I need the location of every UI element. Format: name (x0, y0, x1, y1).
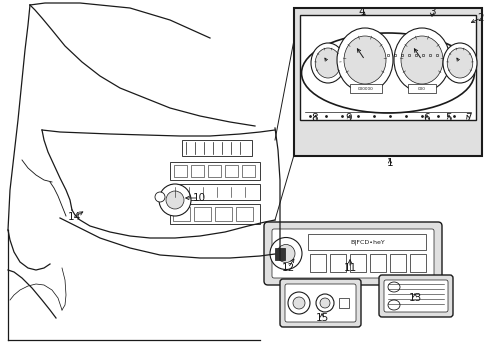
Text: 000: 000 (417, 86, 425, 90)
Circle shape (319, 298, 329, 308)
Bar (194, 207, 210, 221)
Bar (389, 254, 405, 272)
Bar (299, 15, 475, 120)
Bar (309, 254, 325, 272)
Circle shape (315, 294, 333, 312)
Bar (224, 165, 238, 177)
Circle shape (155, 192, 164, 202)
Ellipse shape (447, 48, 472, 78)
FancyBboxPatch shape (271, 229, 433, 278)
Bar (293, 8, 481, 156)
Ellipse shape (310, 43, 345, 83)
Bar (329, 254, 346, 272)
Bar (242, 165, 254, 177)
Ellipse shape (336, 28, 392, 92)
Bar (170, 184, 260, 200)
Text: 2: 2 (477, 13, 483, 23)
Bar (349, 84, 381, 93)
Text: B|FCD•heY: B|FCD•heY (350, 239, 385, 245)
Text: 12: 12 (281, 263, 294, 273)
Text: 1: 1 (386, 158, 392, 168)
Bar (207, 165, 221, 177)
Circle shape (292, 297, 305, 309)
Text: 000000: 000000 (357, 86, 373, 90)
Bar (407, 84, 435, 93)
Text: 4: 4 (358, 7, 365, 17)
Bar (236, 207, 252, 221)
Circle shape (287, 292, 309, 314)
Ellipse shape (343, 36, 385, 84)
Text: 5: 5 (445, 113, 451, 123)
Ellipse shape (400, 36, 442, 84)
Bar (215, 207, 231, 221)
Bar (170, 204, 260, 224)
Circle shape (276, 244, 294, 262)
Ellipse shape (387, 282, 399, 292)
Bar (182, 140, 251, 156)
Text: 10: 10 (192, 193, 205, 203)
Text: 7: 7 (464, 113, 470, 123)
Bar (369, 254, 385, 272)
FancyBboxPatch shape (378, 275, 452, 317)
Bar (274, 248, 285, 260)
Circle shape (269, 238, 302, 270)
Bar (191, 165, 203, 177)
Text: 11: 11 (343, 263, 356, 273)
Ellipse shape (393, 28, 449, 92)
Text: 6: 6 (423, 113, 429, 123)
Bar (338, 298, 348, 308)
Text: 13: 13 (407, 293, 421, 303)
Ellipse shape (387, 300, 399, 310)
Ellipse shape (315, 48, 340, 78)
Bar (170, 162, 260, 180)
Text: 3: 3 (428, 7, 434, 17)
FancyBboxPatch shape (383, 280, 447, 312)
Bar (307, 234, 425, 250)
Text: 9: 9 (345, 113, 351, 123)
FancyBboxPatch shape (264, 222, 441, 285)
Text: 15: 15 (315, 313, 328, 323)
Circle shape (165, 191, 183, 209)
FancyBboxPatch shape (285, 284, 355, 322)
Bar (409, 254, 425, 272)
Text: 14: 14 (67, 212, 81, 222)
Bar (174, 165, 186, 177)
Text: 8: 8 (311, 113, 318, 123)
Bar (173, 207, 190, 221)
Ellipse shape (442, 43, 476, 83)
Bar (349, 254, 365, 272)
FancyBboxPatch shape (280, 279, 360, 327)
Circle shape (159, 184, 191, 216)
